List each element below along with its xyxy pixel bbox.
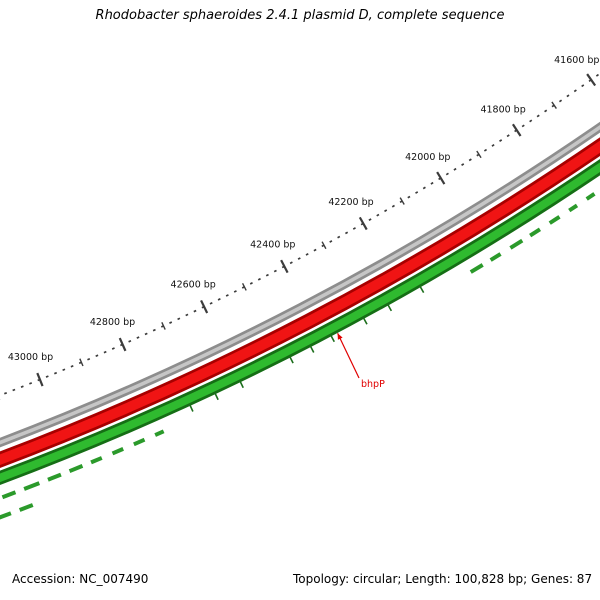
sequence-info-text: Topology: circular; Length: 100,828 bp; … [293,572,593,586]
feature-mark [509,238,524,250]
feature-leader-line [337,333,360,379]
feature-mark [489,252,502,262]
band-feature-tick [309,345,315,353]
map-title: Rhodobacter sphaeroides 2.4.1 plasmid D,… [95,8,505,23]
ruler-tick-label: 42800 bp [90,317,135,328]
band-feature-tick [239,380,244,389]
band-feature-tick [362,316,368,325]
feature-mark [548,215,561,225]
ruler-tick-label: 43000 bp [8,352,53,363]
feature-annotation: bhpP [337,333,385,390]
ruler-major-tick [200,299,209,314]
band-feature-tick [329,334,335,343]
ruler-major-tick [280,259,289,274]
ruler-labels: 41600 bp 41800 bp 42000 bp 42200 bp 42400 bp… [8,55,600,363]
ruler-major-tick [511,123,522,137]
ruler-tick-label: 42000 bp [405,152,450,163]
ruler [0,72,600,400]
ruler-tick-label: 41800 bp [480,105,525,116]
ruler-major-tick [436,171,446,185]
feature-mark [0,511,12,520]
outer-feature-marks [0,192,596,520]
ruler-major-tick [586,73,597,87]
accession-text: Accession: NC_007490 [12,572,149,586]
feature-mark [90,456,103,465]
feature-mark [47,472,62,482]
feature-mark [1,490,17,500]
feature-label-bhpP: bhpP [361,379,385,390]
sequence-bands [0,121,600,485]
ruler-tick-label: 42400 bp [250,240,295,251]
feature-mark [568,203,579,213]
feature-mark [469,263,484,274]
feature-mark [23,481,41,491]
feature-mark [111,447,124,456]
feature-mark [154,429,165,437]
feature-mark [18,503,34,512]
band-feature-tick [213,392,219,401]
band-feature-tick [418,285,425,294]
band-feature-tick [288,355,294,364]
feature-mark [68,464,84,473]
ruler-tick-label: 41600 bp [554,55,599,66]
band-feature-tick [188,403,194,412]
feature-mark [133,437,146,447]
ruler-tick-label: 42600 bp [171,280,216,291]
feature-leader-arrowhead [337,333,343,340]
ruler-major-tick [118,337,127,352]
ruler-major-tick [36,372,44,387]
feature-mark [529,227,542,238]
band-feature-tick [386,303,393,312]
ruler-major-tick [358,216,368,231]
feature-mark [585,192,596,201]
ruler-tick-label: 42200 bp [328,197,373,208]
